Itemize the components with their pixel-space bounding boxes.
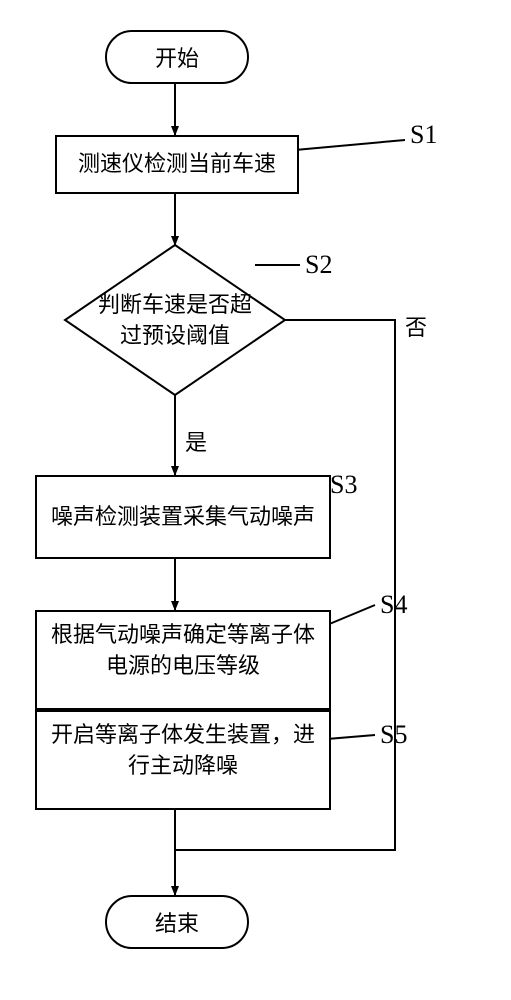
- s4-text-line2: 电源的电压等级: [106, 653, 260, 678]
- end-node: 结束: [105, 895, 249, 949]
- start-text: 开始: [155, 41, 199, 73]
- decision-s2-text: 判断车速是否超 过预设阈值: [85, 290, 265, 352]
- process-s4: 根据气动噪声确定等离子体 电源的电压等级: [35, 610, 331, 710]
- edge-label-no: 否: [405, 310, 427, 342]
- s5-text-line1: 开启等离子体发生装置，进: [51, 722, 315, 747]
- process-s5: 开启等离子体发生装置，进 行主动降噪: [35, 710, 331, 810]
- edge-label-yes: 是: [185, 425, 207, 457]
- start-node: 开始: [105, 30, 249, 84]
- s5-text-line2: 行主动降噪: [128, 753, 238, 778]
- end-text: 结束: [155, 906, 199, 938]
- step-label-s3: S3: [330, 470, 357, 500]
- step-label-s4: S4: [380, 590, 407, 620]
- process-s3: 噪声检测装置采集气动噪声: [35, 475, 331, 559]
- s1-text: 测速仪检测当前车速: [78, 149, 276, 180]
- s2-text-line2: 过预设阈值: [120, 323, 230, 348]
- step-label-s1: S1: [410, 120, 437, 150]
- s2-text-line1: 判断车速是否超: [98, 292, 252, 317]
- s3-text: 噪声检测装置采集气动噪声: [51, 502, 315, 533]
- process-s1: 测速仪检测当前车速: [55, 135, 299, 194]
- step-label-s2: S2: [305, 250, 332, 280]
- step-label-s5: S5: [380, 720, 407, 750]
- s4-text-line1: 根据气动噪声确定等离子体: [51, 622, 315, 647]
- flowchart-canvas: 开始 测速仪检测当前车速 判断车速是否超 过预设阈值 噪声检测装置采集气动噪声 …: [0, 0, 511, 1000]
